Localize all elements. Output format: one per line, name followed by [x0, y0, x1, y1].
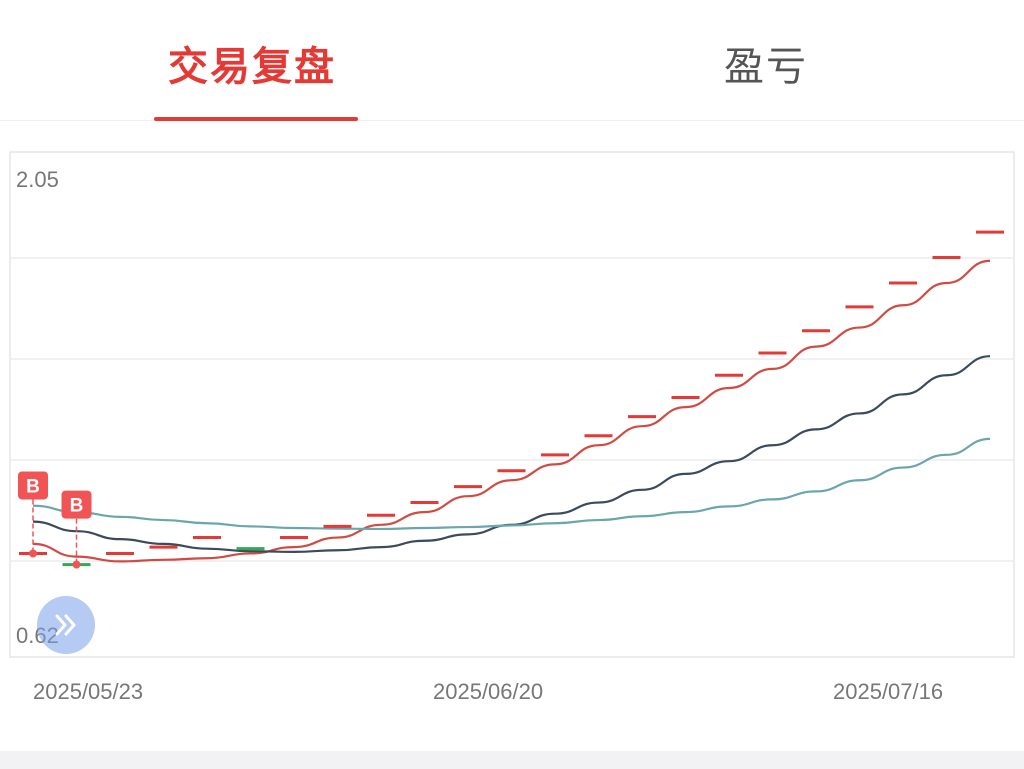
- series-line: [32, 437, 991, 531]
- expand-button[interactable]: [37, 596, 95, 654]
- buy-signal-label: B: [70, 496, 84, 517]
- x-tick-label: 2025/05/23: [33, 679, 143, 704]
- y-tick-label: 2.05: [16, 167, 59, 192]
- bottom-strip: [0, 751, 1024, 769]
- chart-panel: 2.05 0.62 2025/05/23 2025/06/20 2025/07/16 B B: [0, 121, 1024, 751]
- tab-profit-loss[interactable]: 盈亏: [724, 44, 808, 90]
- buy-signal-badge: [18, 471, 48, 500]
- x-tick-label: 2025/06/20: [433, 679, 543, 704]
- buy-signal-badge: [61, 490, 92, 519]
- plot-frame: [9, 151, 1015, 658]
- buy-signal-dot: [72, 560, 81, 569]
- tab-bar: 交易复盘 盈亏: [0, 0, 1024, 121]
- buy-signal-dot: [29, 549, 37, 558]
- tab-trade-review[interactable]: 交易复盘: [168, 44, 336, 90]
- x-tick-label: 2025/07/16: [833, 679, 943, 704]
- double-chevron-right-icon: [55, 614, 76, 636]
- active-tab-indicator: [154, 117, 358, 121]
- buy-signal-label: B: [26, 476, 40, 497]
- series-line: [32, 259, 991, 563]
